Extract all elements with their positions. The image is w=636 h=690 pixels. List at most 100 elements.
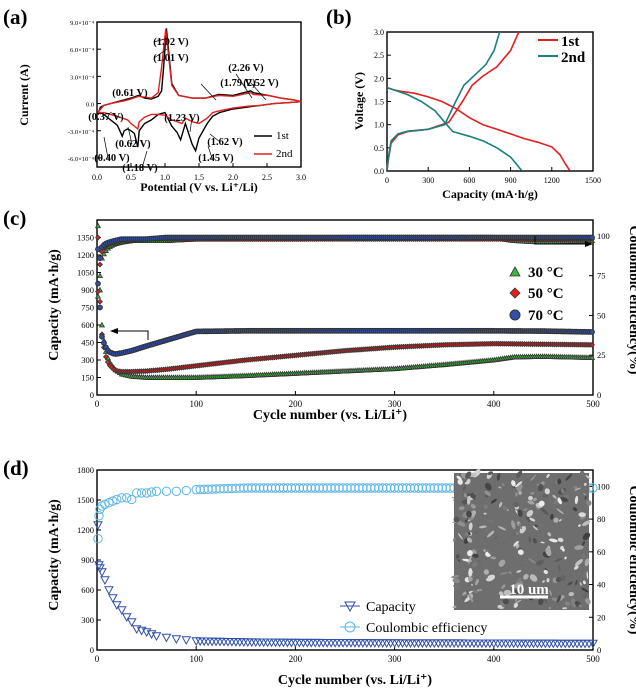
x-tick-label: 0	[95, 399, 100, 409]
annotation-arrow	[235, 73, 253, 99]
data-point-capacity	[111, 601, 122, 611]
data-point-ce	[97, 261, 103, 268]
sem-grain	[565, 473, 573, 481]
legend-label: 50 °C	[528, 286, 564, 302]
data-point-capacity	[97, 568, 107, 578]
sem-grain	[462, 500, 466, 507]
sem-grain	[483, 504, 488, 509]
sem-grain	[548, 538, 558, 543]
x-tick-label: 0.5	[126, 173, 136, 182]
annotation-arrow	[250, 82, 267, 101]
panel-b: (b) 0 300 600 900 1200 1500 0.0 0.5 1.0 1.5 2.0 2.5 3…	[326, 5, 601, 201]
y-tick-label: 9.0×10⁻⁴	[70, 20, 95, 27]
scale-bar-label: 10 um	[509, 582, 549, 598]
sem-grain	[553, 517, 559, 523]
sem-grain	[540, 508, 549, 515]
peak-annotation: (1.45 V)	[198, 153, 234, 164]
sem-grain	[538, 591, 548, 594]
sem-grain	[513, 589, 519, 594]
data-point-ce	[141, 488, 152, 498]
sem-grain	[548, 607, 552, 610]
legend-label-2nd: 2nd	[561, 50, 586, 66]
sem-grain	[530, 492, 535, 495]
legend-label: Coulombic efficiency	[366, 621, 487, 636]
sem-grain	[466, 493, 471, 497]
sem-grain	[528, 536, 531, 543]
data-point-capacity	[94, 561, 104, 571]
sem-grain	[586, 571, 589, 579]
y-axis-label: Current (A)	[17, 64, 31, 125]
legend-label-1st: 1st	[561, 34, 579, 50]
x-tick-label: 200	[289, 654, 303, 664]
sem-grain	[574, 545, 584, 550]
data-point-ce	[98, 248, 105, 255]
sem-grain	[485, 574, 496, 582]
sem-grain	[582, 532, 591, 541]
y2-tick-label: 0	[597, 390, 601, 400]
sem-grain	[451, 497, 462, 499]
sem-grain	[547, 532, 552, 537]
annotation-arrow	[103, 136, 109, 159]
data-point-ce	[161, 486, 172, 496]
x-tick-label: 2.5	[262, 173, 272, 182]
y-tick-label: 150	[81, 373, 94, 383]
data-point-ce	[146, 487, 157, 497]
axis-arrow-left	[118, 330, 149, 340]
data-point-capacity	[181, 636, 192, 646]
y2-tick-label: 60	[597, 547, 606, 557]
legend-label: 30 °C	[528, 265, 564, 281]
sem-grain	[574, 487, 582, 491]
sem-grain	[516, 577, 522, 583]
sem-grain	[477, 559, 482, 564]
sem-grain	[584, 494, 587, 500]
sem-grain	[523, 573, 529, 580]
peak-annotation: (1.23 V)	[164, 113, 200, 124]
sem-grain	[453, 516, 460, 523]
sem-grain	[476, 588, 483, 592]
sem-grain	[550, 513, 554, 520]
panel-label: (a)	[3, 5, 28, 29]
y-tick-label: 1350	[77, 233, 94, 243]
legend-label: Capacity	[366, 600, 416, 615]
sem-grain	[490, 556, 497, 560]
x-axis-label: Cycle number (vs. Li/Li⁺)	[253, 408, 407, 423]
sem-grain	[464, 471, 472, 479]
peak-annotation: (0.62 V)	[115, 139, 151, 150]
panel-label: (d)	[3, 456, 29, 480]
gcd-curve	[386, 86, 571, 171]
data-point-ce	[136, 488, 147, 498]
data-point-capacity	[108, 594, 118, 604]
sem-grain	[503, 589, 512, 596]
sem-grain	[483, 512, 487, 515]
y2-tick-label: 50	[597, 310, 606, 320]
data-point-capacity	[161, 633, 172, 643]
annotation-arrow	[200, 83, 217, 101]
sem-grain	[484, 526, 490, 534]
sem-grain	[484, 482, 492, 491]
sem-grain	[488, 519, 495, 524]
sem-grain	[540, 541, 545, 544]
x-tick-label: 2.0	[228, 173, 238, 182]
sem-grain	[553, 558, 563, 562]
sem-grain	[558, 564, 561, 572]
sem-grain	[582, 593, 587, 598]
sem-grain	[483, 549, 486, 552]
sem-grain	[572, 518, 576, 523]
sem-grain	[579, 470, 585, 476]
sem-grain	[585, 598, 591, 605]
sem-grain	[464, 532, 469, 536]
sem-grain	[473, 492, 478, 495]
sem-grain	[463, 493, 468, 498]
data-point-ce	[117, 493, 127, 503]
data-point-capacity	[99, 333, 105, 340]
data-point-ce	[181, 485, 191, 496]
x-tick-label: 1200	[544, 176, 560, 185]
sem-grain	[546, 578, 550, 583]
y-tick-label: -3.0×10⁻⁴	[68, 129, 95, 136]
sem-grain	[552, 494, 557, 499]
sem-grain	[457, 558, 461, 563]
y-tick-label: 0.0	[374, 167, 384, 176]
y-tick-label: 1200	[77, 525, 94, 535]
axis-arrow-right	[534, 236, 588, 245]
